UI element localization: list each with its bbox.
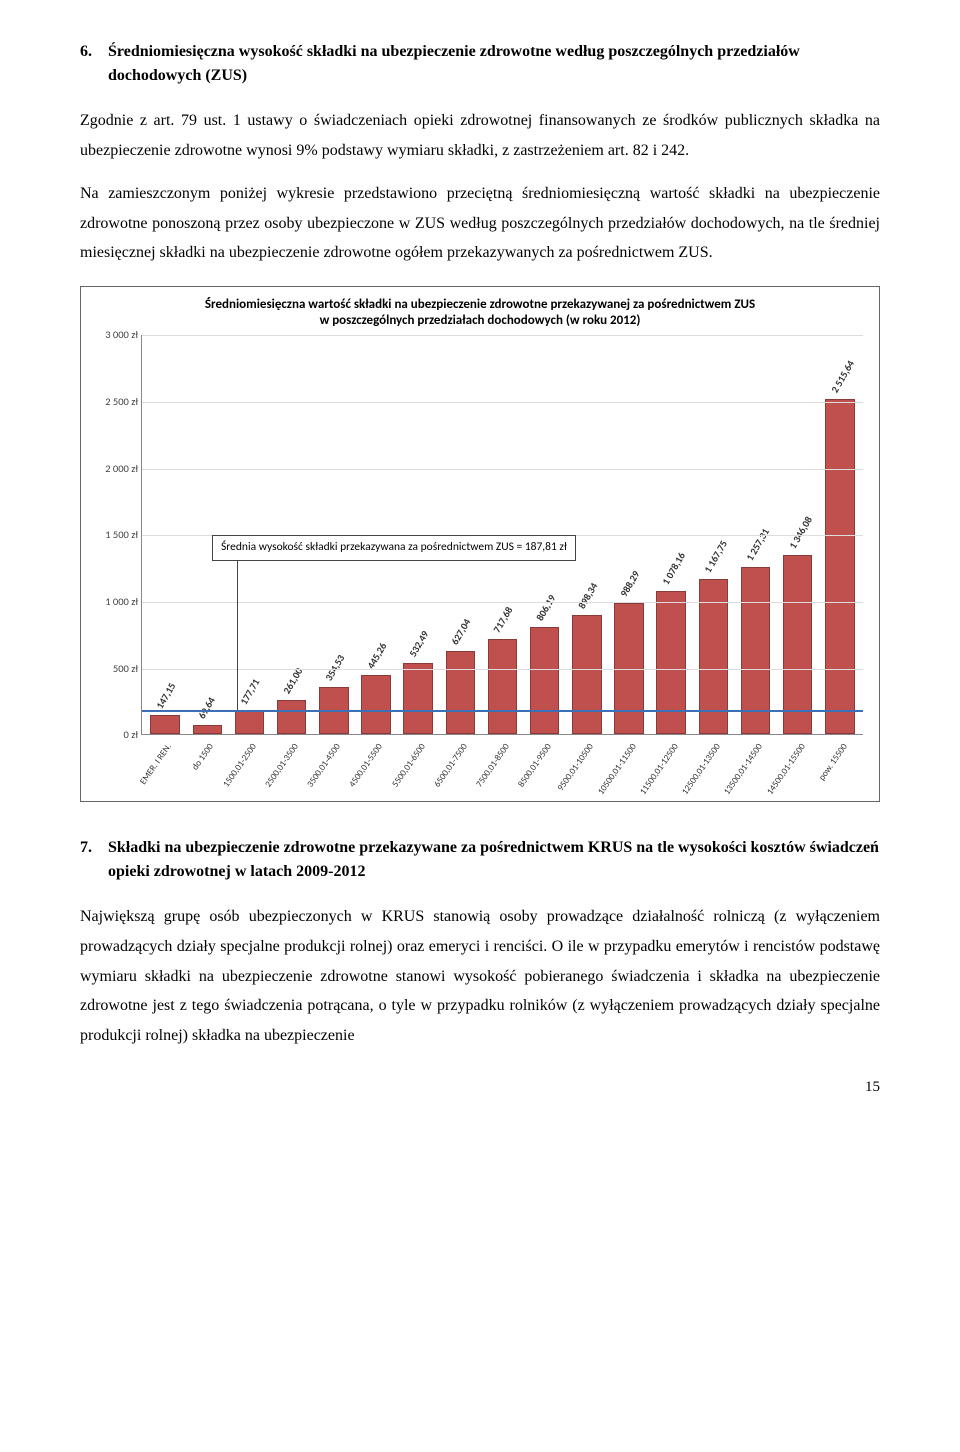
- chart-bar-value: 988,29: [616, 568, 643, 600]
- chart-bar: 147,15: [150, 715, 180, 735]
- chart-bar: 445,26: [361, 675, 391, 734]
- chart-x-label: 1500,01-2500: [227, 737, 269, 795]
- chart-gridline: [142, 402, 863, 403]
- chart-y-label: 1 000 zł: [92, 594, 138, 610]
- chart-bar-value: 627,04: [448, 616, 475, 648]
- chart-gridline: [142, 669, 863, 670]
- chart-avg-arrow: [237, 560, 238, 710]
- chart-bar: 1 078,16: [656, 591, 686, 735]
- chart-bar: 898,34: [572, 615, 602, 735]
- chart-y-label: 2 000 zł: [92, 461, 138, 477]
- chart-plot: 147,1569,64177,71261,00354,53445,26532,4…: [141, 335, 863, 735]
- chart-bar-value: 147,15: [152, 680, 179, 712]
- chart-y-label: 1 500 zł: [92, 528, 138, 544]
- chart-bar-value: 898,34: [574, 580, 601, 612]
- chart-x-label: do 1500: [185, 737, 227, 795]
- chart-x-label: 6500,01-7500: [439, 737, 481, 795]
- chart-bar: 1 346,08: [783, 555, 813, 734]
- chart-title-line1: Średniomiesięczna wartość składki na ube…: [205, 297, 755, 312]
- chart-x-label: 3500,01-4500: [312, 737, 354, 795]
- chart-bar: 177,71: [235, 711, 265, 735]
- chart-bar-value: 177,71: [237, 676, 264, 708]
- section7-para1: Największą grupę osób ubezpieczonych w K…: [80, 902, 880, 1050]
- chart-gridline: [142, 602, 863, 603]
- chart-avg-callout: Średnia wysokość składki przekazywana za…: [212, 535, 576, 560]
- chart-x-label: 5500,01-6500: [396, 737, 438, 795]
- chart-x-label: pow. 15500: [819, 737, 861, 795]
- chart-bar-value: 532,49: [405, 628, 432, 660]
- page-number: 15: [80, 1076, 880, 1099]
- chart-bar: 717,68: [488, 639, 518, 735]
- chart-bar-value: 2 515,64: [827, 358, 858, 396]
- section7-heading: 7. Składki na ubezpieczenie zdrowotne pr…: [80, 836, 880, 884]
- chart-bar: 261,00: [277, 700, 307, 735]
- chart-x-label: 2500,01-3500: [270, 737, 312, 795]
- chart-x-label: 7500,01-8500: [481, 737, 523, 795]
- section7-title: Składki na ubezpieczenie zdrowotne przek…: [108, 836, 880, 884]
- section6-heading: 6. Średniomiesięczna wysokość składki na…: [80, 40, 880, 88]
- chart-bar: 1 257,31: [741, 567, 771, 735]
- chart-bar: 532,49: [403, 663, 433, 734]
- chart-x-labels: EMER. I REN.do 15001500,01-25002500,01-3…: [141, 737, 863, 795]
- chart-x-label: 14500,01-15500: [777, 737, 819, 795]
- section6-para2: Na zamieszczonym poniżej wykresie przeds…: [80, 179, 880, 268]
- chart-area: 147,1569,64177,71261,00354,53445,26532,4…: [141, 335, 863, 795]
- section6-para1: Zgodnie z art. 79 ust. 1 ustawy o świadc…: [80, 106, 880, 165]
- section7-number: 7.: [80, 836, 108, 884]
- chart-y-label: 0 zł: [92, 728, 138, 744]
- chart-x-label: EMER. I REN.: [143, 737, 185, 795]
- chart-y-label: 3 000 zł: [92, 328, 138, 344]
- section6-title: Średniomiesięczna wysokość składki na ub…: [108, 40, 880, 88]
- chart-bar-value: 1 167,75: [701, 537, 732, 575]
- chart-gridline: [142, 469, 863, 470]
- chart-bar: 2 515,64: [825, 399, 855, 734]
- chart-bar-value: 1 257,31: [743, 525, 774, 563]
- chart-bar: 69,64: [193, 725, 223, 734]
- chart-gridline: [142, 335, 863, 336]
- chart-bar-value: 445,26: [363, 640, 390, 672]
- chart-y-label: 500 zł: [92, 661, 138, 677]
- chart-container: Średniomiesięczna wartość składki na ube…: [80, 286, 880, 803]
- chart-bar-value: 806,19: [532, 592, 559, 624]
- chart-x-label: 4500,01-5500: [354, 737, 396, 795]
- chart-avg-line: [142, 710, 863, 712]
- chart-bar-value: 69,64: [195, 694, 219, 721]
- chart-bar-value: 1 078,16: [658, 549, 689, 587]
- chart-title-line2: w poszczególnych przedziałach dochodowyc…: [320, 313, 641, 328]
- chart-bar-value: 1 346,08: [785, 514, 816, 552]
- chart-bar: 627,04: [446, 651, 476, 735]
- chart-title: Średniomiesięczna wartość składki na ube…: [91, 297, 869, 330]
- chart-bar: 806,19: [530, 627, 560, 734]
- chart-bar-value: 717,68: [490, 604, 517, 636]
- section6-number: 6.: [80, 40, 108, 88]
- chart-y-label: 2 500 zł: [92, 394, 138, 410]
